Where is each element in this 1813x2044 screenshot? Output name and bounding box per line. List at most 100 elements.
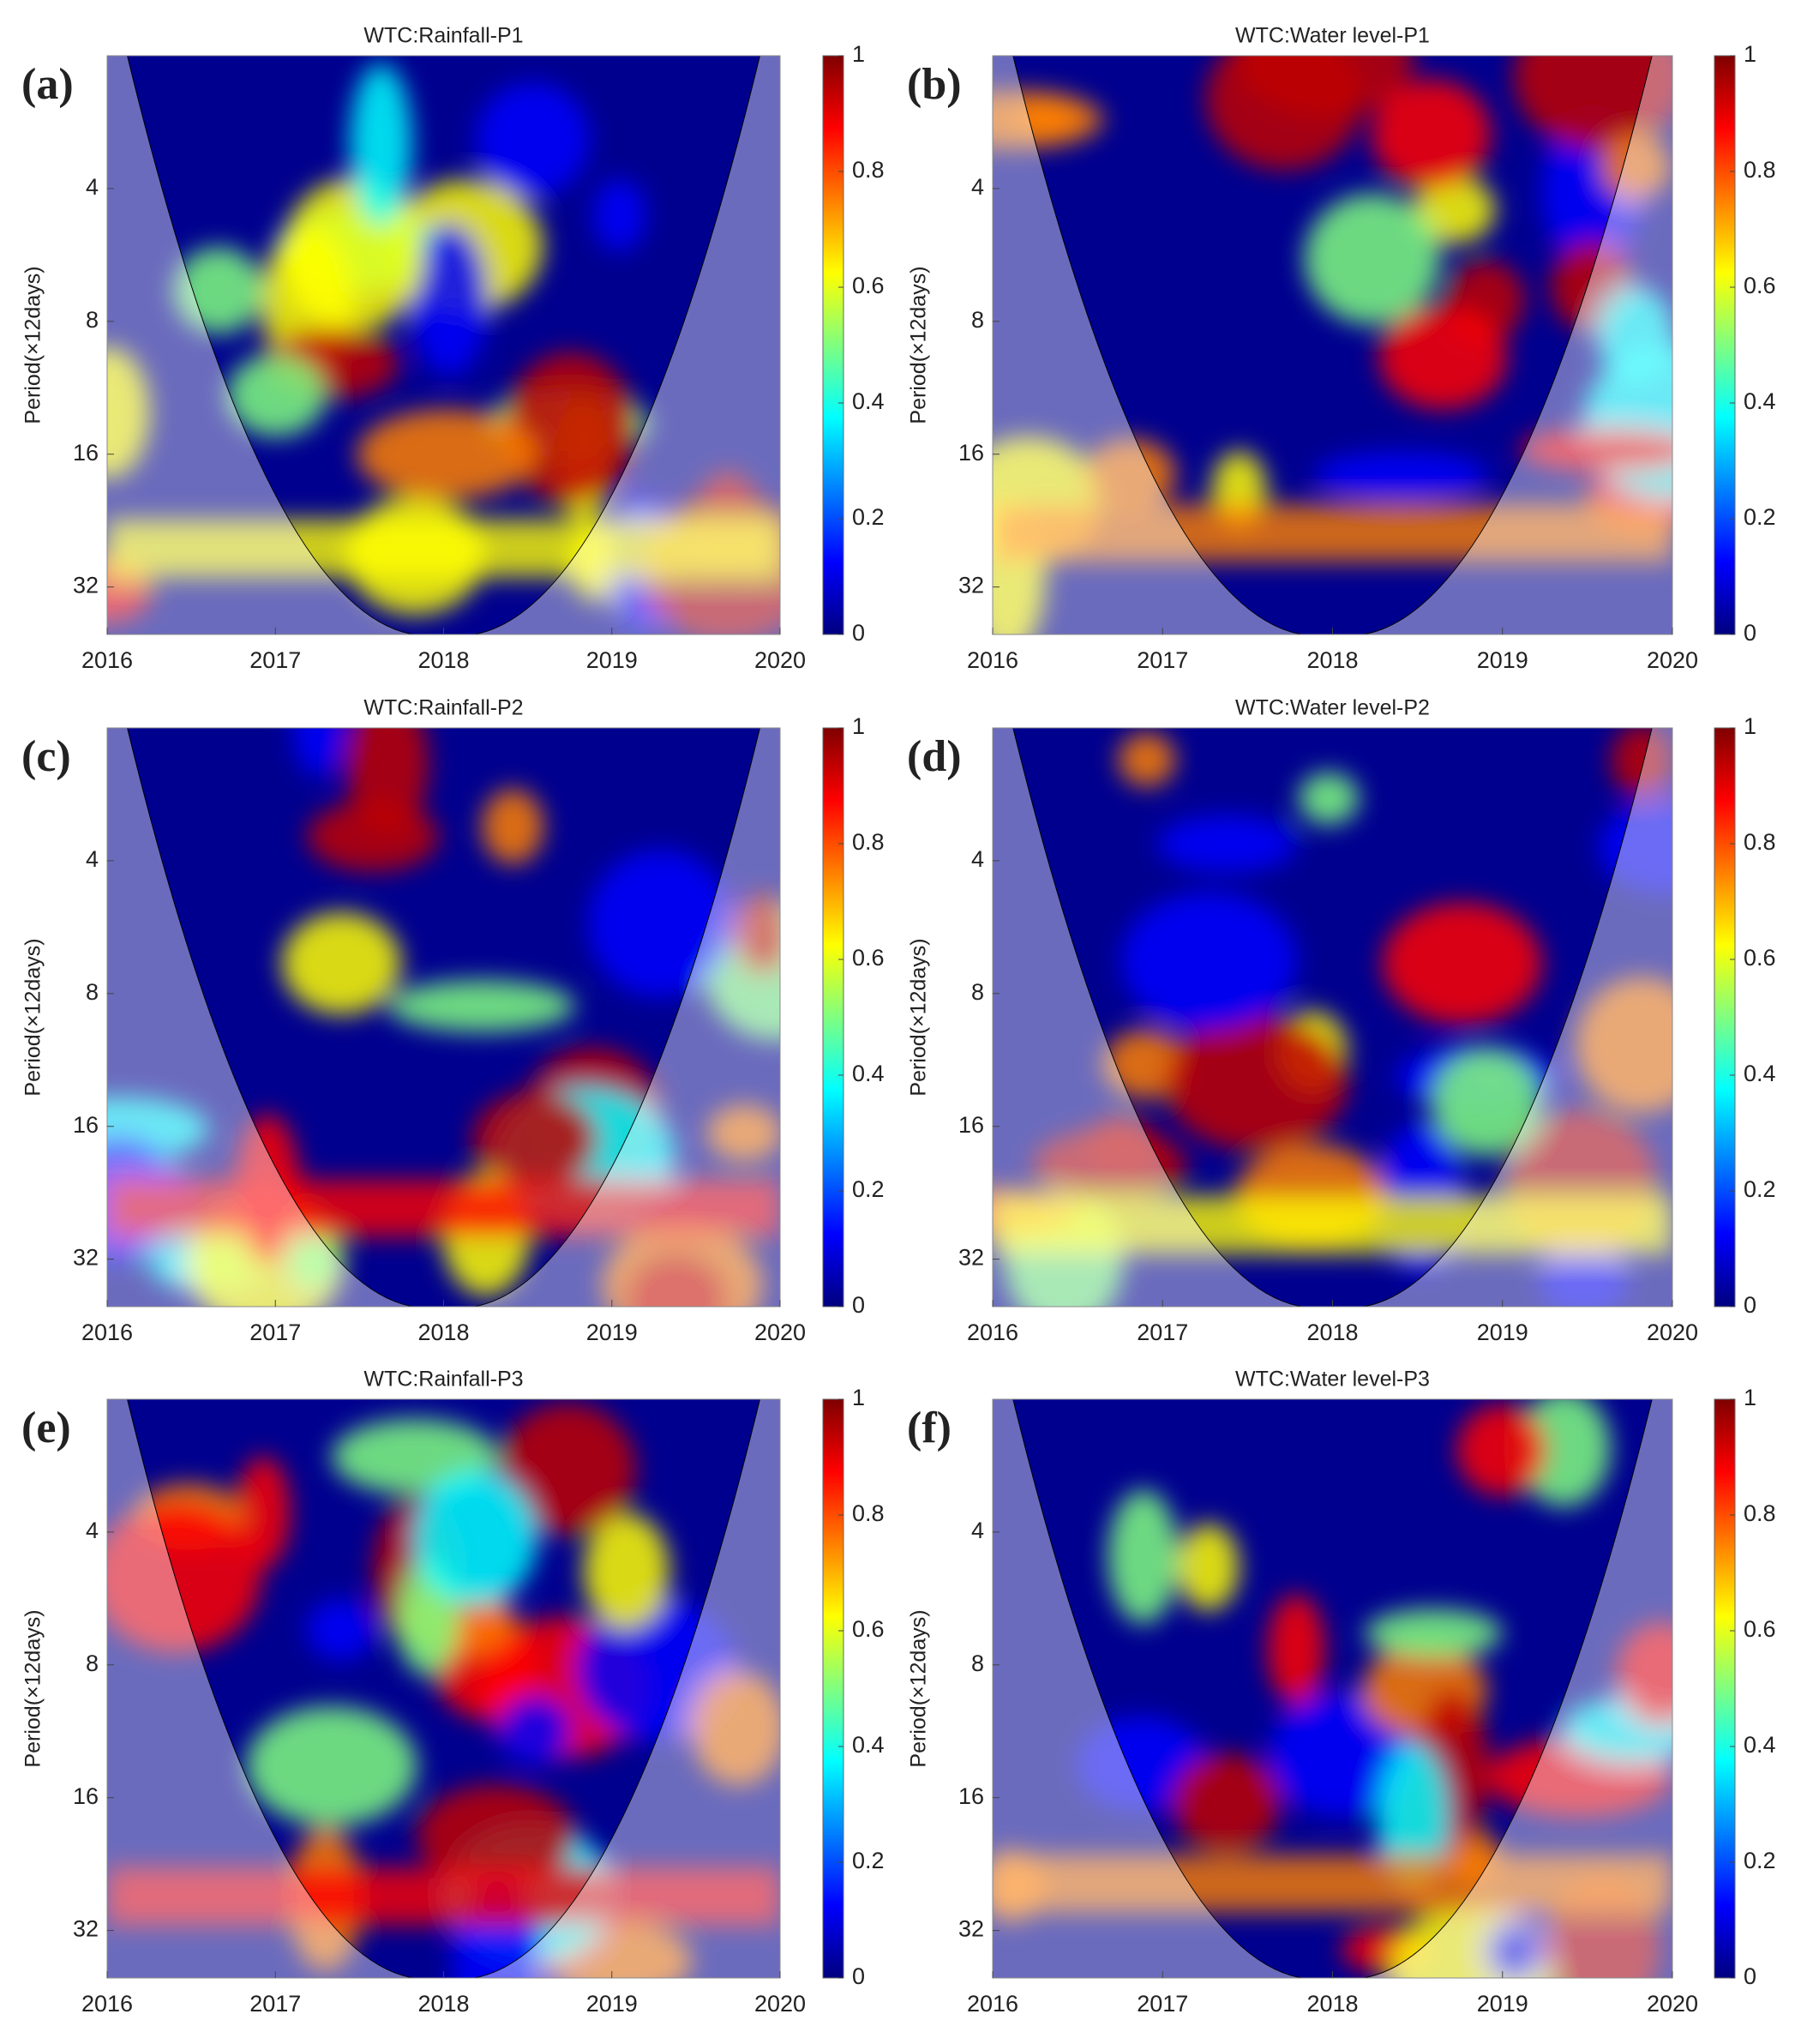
coherence-blob xyxy=(1267,1594,1325,1705)
colorbar xyxy=(1714,727,1736,1308)
coherence-blob xyxy=(1413,176,1496,244)
colorbar-tick-label: 0.4 xyxy=(852,388,885,414)
x-tick-label: 2017 xyxy=(1137,647,1188,673)
y-tick-label: 8 xyxy=(971,1650,984,1676)
colorbar-tick-label: 1 xyxy=(852,41,865,67)
x-tick-label: 2016 xyxy=(967,1991,1018,2017)
coherence-blob xyxy=(1597,286,1672,383)
coherence-blob xyxy=(1539,1247,1629,1307)
panel-title: WTC:Water level-P3 xyxy=(1235,1368,1430,1392)
panel-letter: (a) xyxy=(21,60,74,109)
coherence-blob xyxy=(357,409,537,500)
coherence-band xyxy=(993,1195,1672,1254)
coherence-blob xyxy=(1519,426,1672,473)
plot-area xyxy=(107,728,780,1307)
coherence-blob xyxy=(499,1403,637,1535)
y-tick-label: 32 xyxy=(958,1245,984,1271)
y-tick-label: 4 xyxy=(971,1518,984,1543)
x-tick-label: 2018 xyxy=(417,647,469,673)
coherence-blob xyxy=(107,1501,261,1653)
coherence-blob xyxy=(288,1231,340,1290)
coherence-band xyxy=(107,1179,780,1237)
coherence-blob xyxy=(1298,772,1360,825)
colorbar xyxy=(822,55,844,635)
y-tick-label: 8 xyxy=(971,979,984,1005)
colorbar-tick-label: 0.8 xyxy=(852,1500,885,1526)
y-tick-label: 16 xyxy=(73,440,99,466)
colorbar-tick-label: 0.6 xyxy=(1744,273,1776,298)
panel-title: WTC:Rainfall-P1 xyxy=(363,24,523,48)
coherence-blob xyxy=(587,849,733,998)
coherence-blob xyxy=(1120,891,1298,1031)
cone-of-influence xyxy=(993,1399,1672,1978)
y-tick-label: 8 xyxy=(86,307,99,333)
x-tick-label: 2017 xyxy=(249,647,301,673)
y-tick-label: 4 xyxy=(971,846,984,872)
coherence-field xyxy=(107,728,780,1307)
colorbar-tick-label: 0.8 xyxy=(1744,1500,1776,1526)
coherence-blob xyxy=(1513,56,1672,151)
colorbar-tick-label: 0.2 xyxy=(1744,1176,1776,1202)
colorbar-tick-label: 0 xyxy=(852,620,865,646)
colorbar-tick-label: 0.2 xyxy=(1744,1848,1776,1873)
y-tick-label: 16 xyxy=(958,1783,984,1809)
coherence-blob xyxy=(350,63,412,226)
x-tick-label: 2016 xyxy=(81,647,133,673)
coherence-blob xyxy=(1610,728,1672,798)
y-tick-label: 32 xyxy=(958,573,984,598)
coherence-blob xyxy=(498,1695,573,1764)
coherence-blob xyxy=(281,912,401,1015)
coherence-field xyxy=(107,1403,780,1978)
coherence-blob xyxy=(1032,1128,1188,1202)
x-tick-label: 2020 xyxy=(754,647,806,673)
coherence-blob xyxy=(691,1670,780,1786)
x-tick-label: 2020 xyxy=(1647,1320,1698,1345)
colorbar-tick-label: 0.6 xyxy=(852,1616,885,1642)
colorbar xyxy=(1714,55,1736,635)
coherence-blob xyxy=(307,801,440,872)
colorbar xyxy=(1714,1398,1736,1979)
coherence-field xyxy=(993,56,1672,634)
colorbar-tick-label: 0.4 xyxy=(1744,1061,1776,1086)
colorbar-tick-label: 0.6 xyxy=(852,273,885,298)
coherence-blob xyxy=(1084,438,1177,510)
colorbar xyxy=(822,1398,844,1979)
y-tick-label: 8 xyxy=(971,307,984,333)
coherence-blob xyxy=(1205,56,1364,171)
y-axis-label: Period(×12days) xyxy=(907,938,931,1096)
colorbar-tick-label: 0.4 xyxy=(852,1061,885,1086)
colorbar-tick-label: 0.8 xyxy=(1744,829,1776,855)
coherence-blob xyxy=(1076,1716,1206,1813)
colorbar-tick-label: 1 xyxy=(1744,41,1756,67)
coherence-blob xyxy=(1365,1608,1503,1658)
y-axis-label: Period(×12days) xyxy=(907,1609,931,1767)
coherence-blob xyxy=(471,1091,597,1188)
coherence-blob xyxy=(620,1248,732,1307)
coherence-blob xyxy=(1177,1523,1240,1611)
cone-of-influence xyxy=(107,728,780,1307)
y-tick-label: 4 xyxy=(86,1518,99,1543)
x-tick-label: 2017 xyxy=(249,1320,301,1345)
coherence-blob xyxy=(1172,1752,1282,1852)
coherence-blob xyxy=(1484,1919,1546,1978)
x-tick-label: 2019 xyxy=(1477,647,1528,673)
colorbar-tick-label: 0.8 xyxy=(1744,157,1776,183)
colorbar-tick-label: 0.2 xyxy=(852,1848,885,1873)
colorbar-tick-label: 0.2 xyxy=(852,1176,885,1202)
colorbar-tick-label: 0.4 xyxy=(1744,1732,1776,1758)
panel-letter: (b) xyxy=(907,60,962,109)
coherence-blob xyxy=(1382,902,1543,1025)
coherence-field xyxy=(993,728,1672,1307)
x-tick-label: 2020 xyxy=(1647,647,1698,673)
panel-title: WTC:Water level-P1 xyxy=(1235,24,1430,48)
cone-of-influence xyxy=(107,56,780,634)
cone-of-influence xyxy=(993,56,1672,634)
coherence-blob xyxy=(475,81,590,196)
coherence-blob xyxy=(1108,1489,1179,1624)
coherence-blob xyxy=(1598,799,1672,894)
y-tick-label: 8 xyxy=(86,979,99,1005)
x-tick-label: 2016 xyxy=(81,1320,133,1345)
panel-letter: (c) xyxy=(21,732,71,781)
colorbar-tick-label: 0.2 xyxy=(852,504,885,530)
x-tick-label: 2016 xyxy=(967,1320,1018,1345)
